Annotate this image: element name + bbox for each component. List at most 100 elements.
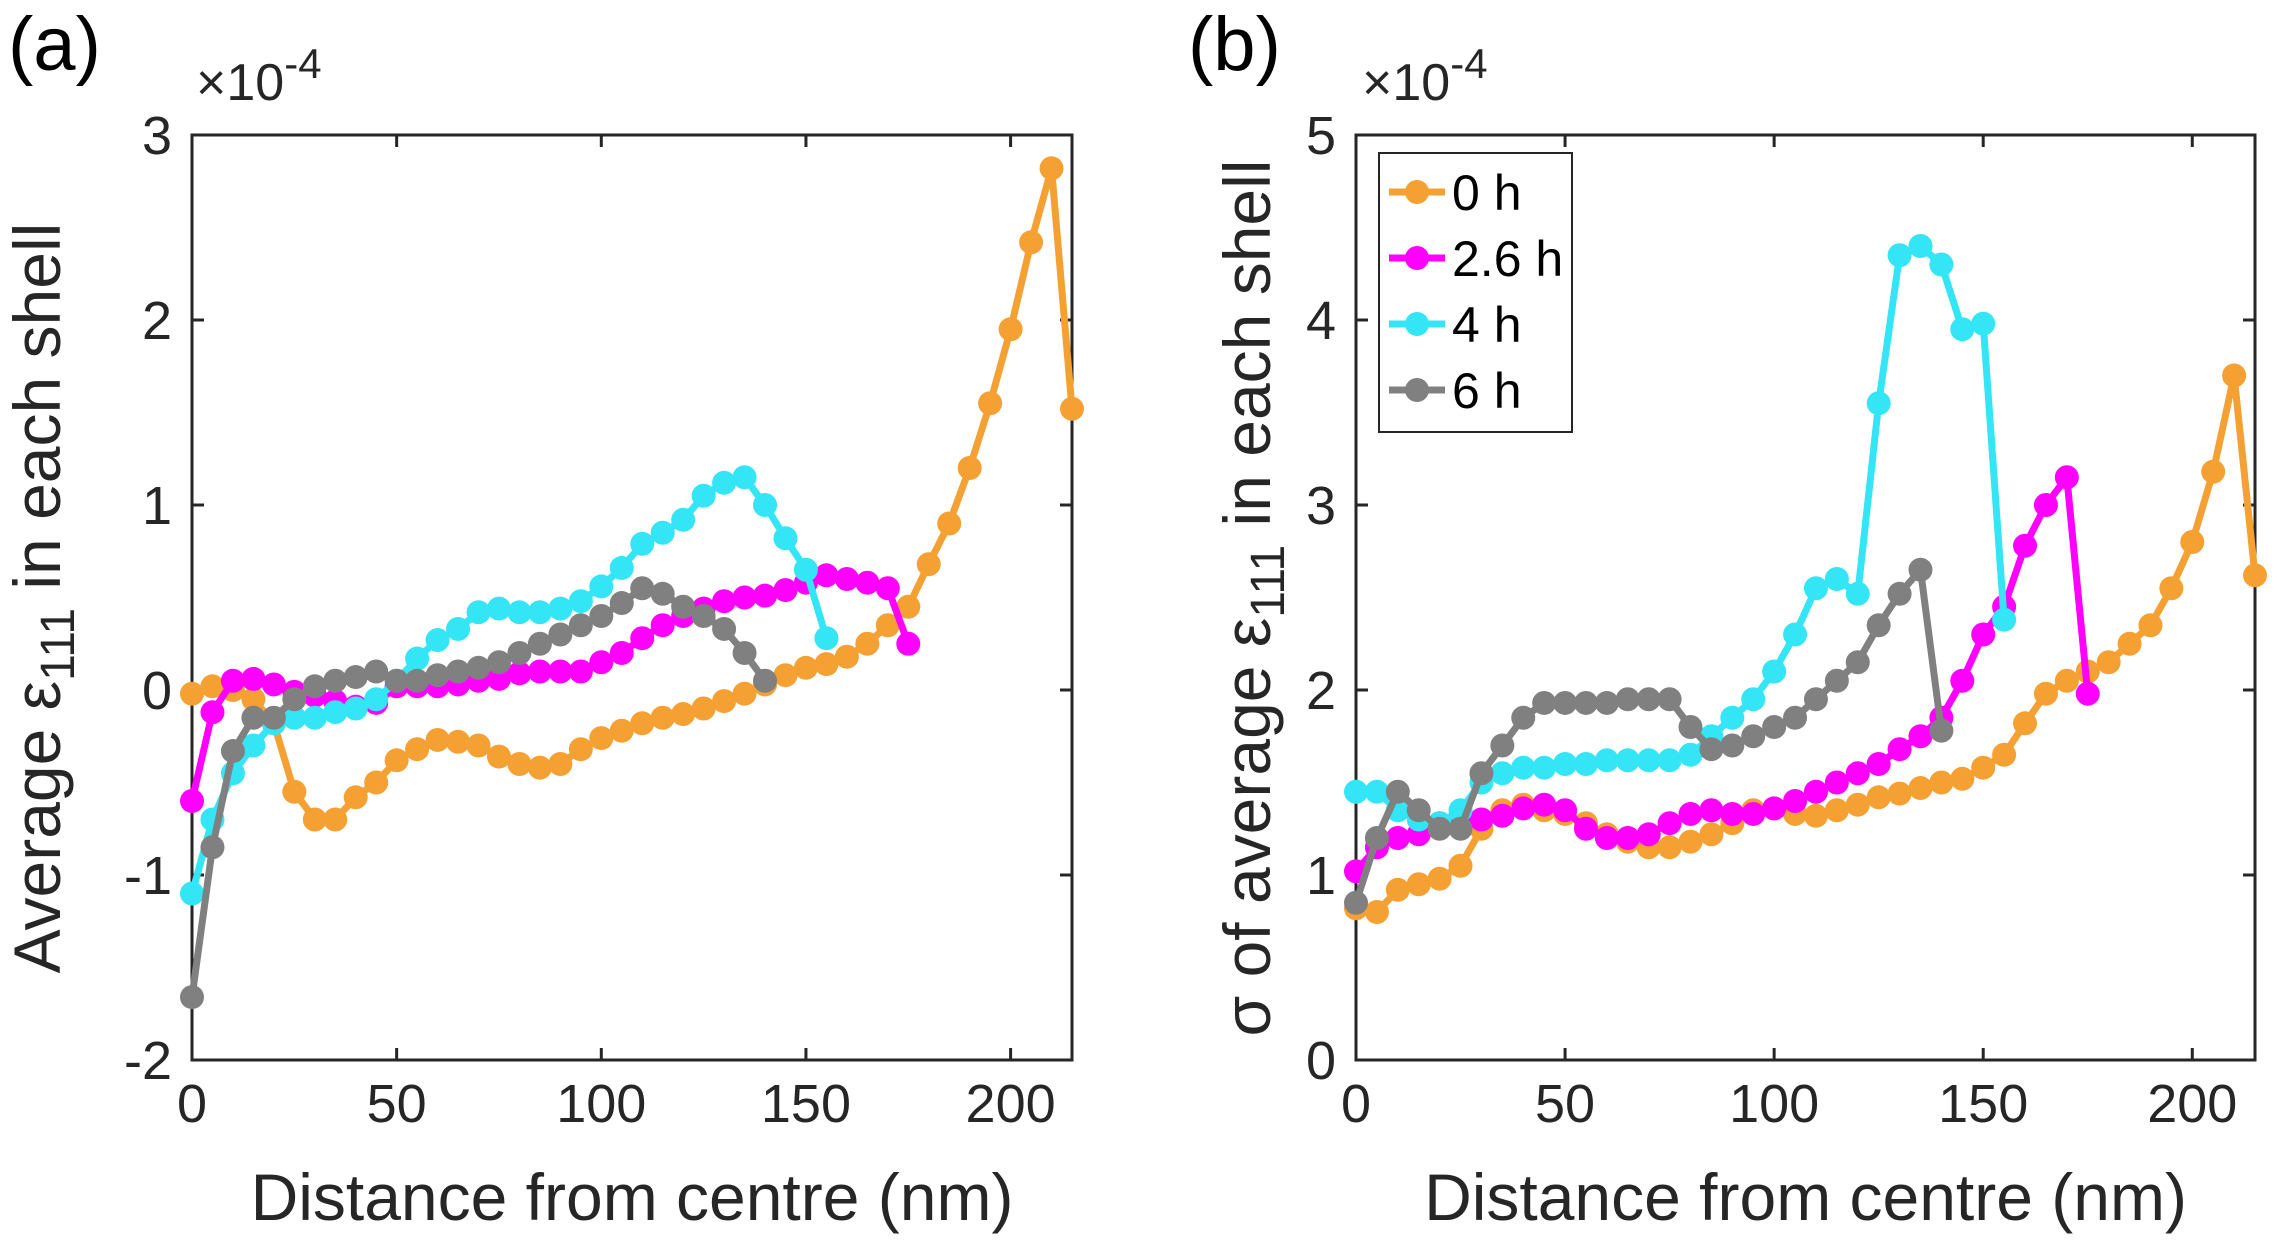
data-point (1448, 853, 1473, 878)
data-point (241, 687, 266, 712)
data-point (1783, 705, 1808, 730)
data-point (2243, 563, 2267, 588)
data-point (834, 644, 859, 669)
data-point (1636, 748, 1661, 773)
data-point (1532, 755, 1557, 780)
y-tick-label: 2 (142, 291, 172, 351)
data-point (1594, 826, 1619, 850)
data-point (282, 705, 307, 730)
data-point (507, 661, 532, 686)
chart-panel-b: 0 50 100 150 200 0 1 2 3 4 5 Distance from centre (… (1188, 2, 2267, 1234)
data-point (568, 589, 593, 614)
data-point (548, 622, 573, 647)
y-tick-label: 1 (142, 476, 172, 536)
data-point (1699, 798, 1724, 823)
legend: 0 h 2.6 h 4 h 6 h (1378, 152, 1573, 433)
data-point (527, 659, 552, 684)
y-axis-label: Average ε111 in each shell (0, 223, 85, 974)
data-point (773, 526, 798, 551)
data-point (875, 576, 900, 601)
data-point (507, 600, 532, 625)
data-point (1678, 829, 1703, 854)
data-point (2054, 668, 2079, 693)
data-point (486, 666, 511, 691)
data-point (1060, 396, 1084, 421)
data-point (548, 659, 573, 684)
data-point (323, 807, 348, 832)
data-point (1364, 900, 1389, 924)
data-point (323, 668, 348, 693)
data-point (1553, 752, 1578, 776)
data-point (1971, 311, 1996, 336)
data-point (814, 563, 839, 588)
x-tick-label: 50 (367, 1074, 427, 1134)
data-point (302, 807, 327, 832)
data-point (2138, 613, 2163, 638)
data-point (1803, 687, 1828, 712)
series-0-hh (180, 156, 1084, 832)
data-point (2013, 711, 2038, 736)
y-axis-label: σ of average ε111 in each shell (1210, 160, 1295, 1037)
data-point (405, 737, 430, 762)
data-point (875, 613, 900, 638)
data-point (1845, 792, 1870, 817)
data-point (384, 748, 409, 773)
data-point (180, 681, 204, 706)
y-exponent-label: ×10-4 (196, 40, 322, 112)
data-point (2033, 681, 2058, 706)
y-axis-label-subscript: 111 (32, 608, 85, 681)
data-point (1887, 581, 1912, 606)
data-point (1678, 715, 1703, 739)
data-point (630, 576, 655, 601)
series-0-hh (1344, 363, 2267, 924)
data-point (323, 700, 348, 725)
data-point (446, 616, 471, 641)
data-point (1741, 724, 1766, 749)
data-point (1039, 156, 1064, 181)
data-point (1699, 822, 1724, 847)
data-point (691, 483, 716, 508)
data-point (1406, 798, 1431, 823)
data-point (1490, 803, 1515, 828)
data-point (343, 785, 368, 810)
data-point (1845, 761, 1870, 786)
data-point (1866, 613, 1891, 638)
data-point (1615, 748, 1640, 773)
data-point (527, 631, 552, 656)
data-point (691, 604, 716, 628)
data-point (609, 555, 634, 580)
data-point (1992, 607, 2017, 632)
x-tick-label: 100 (556, 1074, 646, 1134)
y-tick-label: -1 (124, 846, 172, 906)
data-point (671, 594, 696, 619)
y-axis-label-suffix: in each shell (1210, 160, 1284, 545)
data-point (1678, 742, 1703, 767)
y-axis-label-prefix: Average ε (0, 681, 74, 973)
data-point (446, 659, 471, 684)
y-axis-label-prefix: σ of average ε (1210, 618, 1284, 1037)
data-point (1762, 715, 1787, 739)
data-point (466, 600, 491, 625)
data-point (282, 779, 307, 804)
data-point (486, 744, 511, 769)
data-point (425, 628, 450, 653)
data-point (1678, 801, 1703, 826)
data-point (527, 600, 552, 625)
data-point (1511, 705, 1536, 730)
data-point (1741, 801, 1766, 826)
data-point (1824, 567, 1849, 591)
data-point (609, 641, 634, 665)
data-point (1803, 576, 1828, 601)
data-point (568, 659, 593, 684)
data-point (425, 663, 450, 688)
data-point (1929, 770, 1954, 795)
data-point (1887, 737, 1912, 762)
data-point (1532, 690, 1557, 715)
y-axis-label-suffix: in each shell (0, 223, 74, 608)
data-point (1594, 748, 1619, 773)
data-point (712, 470, 737, 495)
data-point (1950, 317, 1975, 342)
data-point (2033, 493, 2058, 517)
data-point (1824, 668, 1849, 693)
